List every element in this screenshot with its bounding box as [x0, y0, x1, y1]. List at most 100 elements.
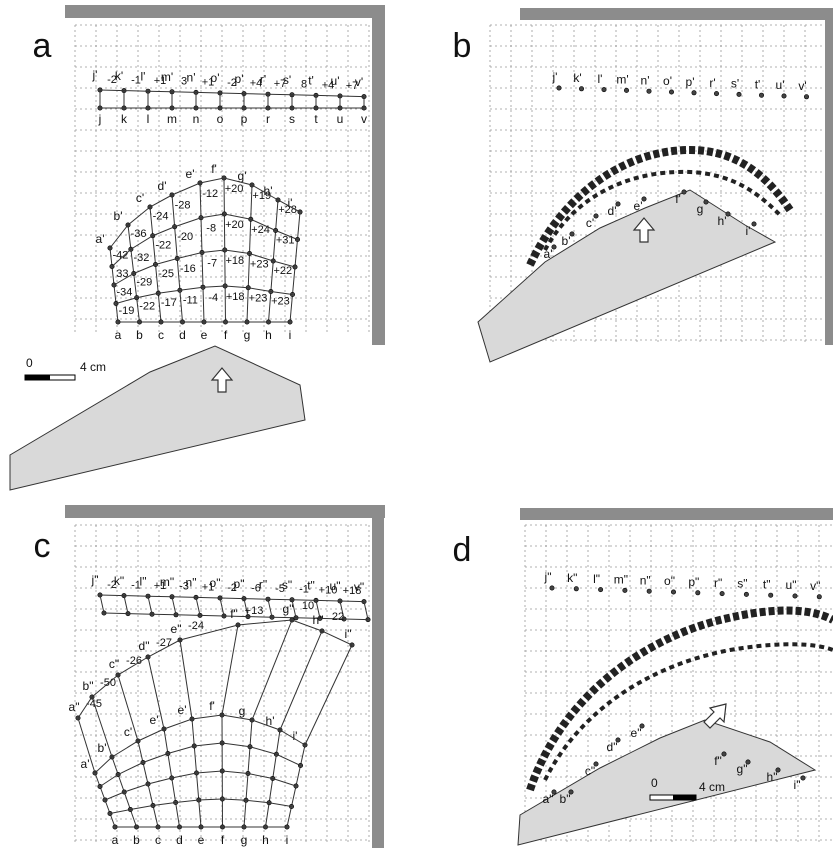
- point-label: h': [718, 214, 727, 228]
- point-label: e": [171, 622, 182, 636]
- line: [251, 619, 293, 721]
- displacement: -34: [116, 287, 132, 299]
- point-label: a': [96, 232, 105, 246]
- point-label: p': [235, 72, 244, 86]
- displacement: -24: [188, 620, 204, 632]
- displacement: -20: [177, 231, 193, 243]
- point-label: o': [211, 71, 220, 85]
- point-label: v": [354, 580, 364, 594]
- displacement: 8: [301, 79, 307, 91]
- point-label: b: [136, 328, 143, 342]
- point: [578, 86, 584, 92]
- point-label: i': [746, 224, 751, 238]
- point-label: e': [634, 199, 643, 213]
- point-label: l": [593, 572, 600, 586]
- point-label: b': [562, 234, 571, 248]
- displacement: -28: [175, 199, 191, 211]
- displacement: -42: [112, 250, 128, 262]
- point-label: n": [186, 576, 197, 590]
- point-label: i: [289, 328, 292, 342]
- point-label: r': [709, 76, 715, 90]
- displacement: +7: [346, 80, 359, 92]
- point-label: s': [283, 73, 291, 87]
- displacement: +24: [251, 224, 270, 236]
- point-label: t': [308, 74, 314, 88]
- point-label: b': [98, 741, 107, 755]
- line: [113, 249, 296, 286]
- scale-bars: 0 4 cm 0 4 cm: [24, 356, 725, 801]
- point-label: i": [794, 778, 801, 792]
- line: [243, 598, 249, 617]
- point: [751, 221, 757, 227]
- point-label: c': [124, 725, 132, 739]
- point-label: m': [616, 73, 628, 87]
- point-label: u': [776, 78, 785, 92]
- point-label: g": [283, 602, 294, 616]
- point: [568, 789, 574, 795]
- line: [109, 177, 301, 249]
- point-label: g: [697, 202, 704, 216]
- arrows: [210, 217, 727, 729]
- point: [622, 587, 628, 593]
- line: [304, 644, 353, 746]
- point-label: g: [241, 833, 248, 847]
- line: [291, 599, 297, 618]
- point-label: d": [607, 740, 618, 754]
- point-label: c": [109, 657, 119, 671]
- point-label: v': [355, 75, 363, 89]
- point-label: f': [211, 162, 217, 176]
- point: [573, 586, 579, 592]
- displacement: +1: [202, 581, 215, 593]
- point: [551, 789, 557, 795]
- point: [681, 189, 687, 195]
- point-label: f': [209, 699, 215, 713]
- point-label: a: [115, 328, 122, 342]
- point-label: h: [262, 833, 269, 847]
- line: [219, 597, 225, 617]
- displacement: +23: [271, 296, 290, 308]
- point-label: s: [289, 112, 295, 126]
- displacement: -19: [118, 305, 134, 317]
- displacement: -2: [227, 77, 237, 89]
- point-label: j': [92, 68, 98, 82]
- panel-letter: c: [34, 527, 51, 565]
- point-label: r: [266, 112, 270, 126]
- point-label: n': [187, 71, 196, 85]
- line: [103, 612, 369, 621]
- line: [77, 717, 96, 774]
- line: [147, 596, 153, 615]
- line: [111, 213, 298, 267]
- displacement: -8: [206, 223, 216, 235]
- point-label: f: [224, 328, 228, 342]
- point-label: m": [160, 575, 174, 589]
- line: [104, 770, 297, 801]
- point-label: e: [201, 328, 208, 342]
- displacement: +28: [278, 204, 297, 216]
- point: [556, 85, 562, 91]
- point: [646, 588, 652, 594]
- point-label: d': [158, 179, 167, 193]
- displacement: -2: [227, 582, 237, 594]
- point: [736, 91, 742, 97]
- point-label: n": [640, 573, 651, 587]
- point-label: l": [140, 574, 147, 588]
- point-label: t: [314, 112, 318, 126]
- displacement: -27: [156, 637, 172, 649]
- displacement: -1: [299, 584, 309, 596]
- displacement: 3: [181, 76, 187, 88]
- point-label: d': [608, 204, 617, 218]
- point-label: r": [259, 577, 267, 591]
- point-label: b": [83, 679, 94, 693]
- point-label: c: [158, 328, 164, 342]
- point-label: v": [810, 579, 820, 593]
- displacement: +7: [274, 78, 287, 90]
- displacement: +10: [319, 584, 338, 596]
- point-label: j: [98, 112, 102, 126]
- displacement: +1: [202, 76, 215, 88]
- displacement: +13: [245, 605, 264, 617]
- point-label: e": [631, 726, 642, 740]
- point-label: e: [198, 833, 205, 847]
- point-label: b': [114, 209, 123, 223]
- point: [768, 592, 774, 598]
- point: [721, 751, 727, 757]
